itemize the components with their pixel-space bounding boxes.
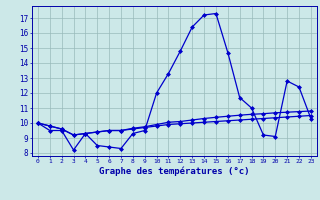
X-axis label: Graphe des températures (°c): Graphe des températures (°c) <box>99 167 250 176</box>
